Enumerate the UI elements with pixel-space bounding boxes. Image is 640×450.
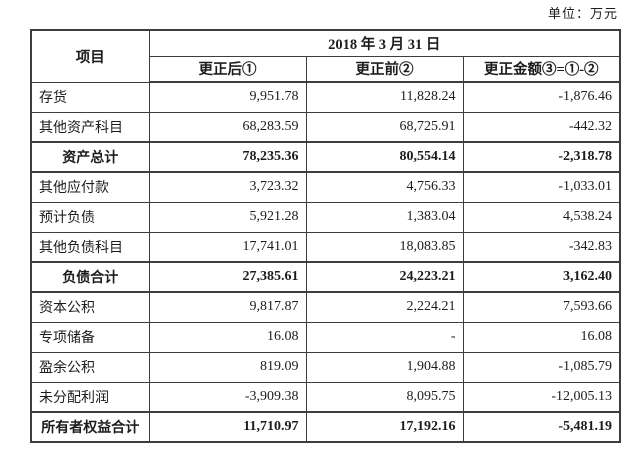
row-label: 存货 (30, 81, 150, 113)
value-after: 16.08 (148, 321, 307, 353)
header-correction-amount: 更正金额③=①-② (462, 55, 621, 83)
unit-label: 单位：万元 (547, 6, 618, 21)
value-before: 4,756.33 (305, 171, 464, 203)
value-after: 3,723.32 (148, 171, 307, 203)
row-label: 未分配利润 (30, 381, 150, 413)
header-row-date: 项目 2018 年 3 月 31 日 (30, 29, 621, 83)
value-after: 68,283.59 (148, 111, 307, 143)
value-before: 2,224.21 (305, 291, 464, 323)
row-label: 预计负债 (30, 201, 150, 233)
table-row-other-liabilities: 其他负债科目 17,741.01 18,083.85 -342.83 (30, 231, 621, 263)
value-after: 17,741.01 (148, 231, 307, 263)
value-diff: -1,033.01 (462, 171, 621, 203)
table-row-total-assets: 资产总计 78,235.36 80,554.14 -2,318.78 (30, 141, 621, 173)
value-before: 68,725.91 (305, 111, 464, 143)
value-diff: 16.08 (462, 321, 621, 353)
value-after: 78,235.36 (148, 141, 307, 173)
value-before: 11,828.24 (305, 81, 464, 113)
table-row-total-liabilities: 负债合计 27,385.61 24,223.21 3,162.40 (30, 261, 621, 293)
row-label: 其他应付款 (30, 171, 150, 203)
table-row-inventory: 存货 9,951.78 11,828.24 -1,876.46 (30, 81, 621, 113)
header-date: 2018 年 3 月 31 日 (148, 29, 621, 57)
row-label: 所有者权益合计 (30, 411, 150, 443)
value-diff: -12,005.13 (462, 381, 621, 413)
row-label: 资产总计 (30, 141, 150, 173)
header-row-subcolumns: 更正后① 更正前② 更正金额③=①-② (31, 55, 621, 83)
value-before: 1,383.04 (305, 201, 464, 233)
table-row-estimated-liabilities: 预计负债 5,921.28 1,383.04 4,538.24 (30, 201, 621, 233)
value-diff: -1,876.46 (462, 81, 621, 113)
value-after: 9,951.78 (148, 81, 307, 113)
row-label: 资本公积 (30, 291, 150, 323)
row-label: 专项储备 (30, 321, 150, 353)
value-after: 9,817.87 (148, 291, 307, 323)
table-row-other-assets: 其他资产科目 68,283.59 68,725.91 -442.32 (30, 111, 621, 143)
table-row-special-reserve: 专项储备 16.08 - 16.08 (30, 321, 621, 353)
value-diff: 4,538.24 (462, 201, 621, 233)
row-label: 其他资产科目 (30, 111, 150, 143)
header-item-column: 项目 (30, 29, 150, 83)
value-after: 27,385.61 (148, 261, 307, 293)
value-after: 819.09 (148, 351, 307, 383)
value-diff: -342.83 (462, 231, 621, 263)
row-label: 负债合计 (30, 261, 150, 293)
value-diff: -442.32 (462, 111, 621, 143)
value-diff: 7,593.66 (462, 291, 621, 323)
table-row-other-payables: 其他应付款 3,723.32 4,756.33 -1,033.01 (30, 171, 621, 203)
value-before: 18,083.85 (305, 231, 464, 263)
value-before: 17,192.16 (305, 411, 464, 443)
value-before: 24,223.21 (305, 261, 464, 293)
row-label: 盈余公积 (30, 351, 150, 383)
value-before: - (305, 321, 464, 353)
value-diff: -2,318.78 (462, 141, 621, 173)
row-label: 其他负债科目 (30, 231, 150, 263)
table-row-capital-reserve: 资本公积 9,817.87 2,224.21 7,593.66 (30, 291, 621, 323)
table-row-surplus-reserve: 盈余公积 819.09 1,904.88 -1,085.79 (30, 351, 621, 383)
value-after: 5,921.28 (148, 201, 307, 233)
value-after: -3,909.38 (148, 381, 307, 413)
value-diff: -5,481.19 (462, 411, 621, 443)
header-after-correction: 更正后① (148, 55, 307, 83)
value-before: 80,554.14 (305, 141, 464, 173)
value-before: 1,904.88 (305, 351, 464, 383)
value-before: 8,095.75 (305, 381, 464, 413)
value-diff: -1,085.79 (462, 351, 621, 383)
table-row-undistributed-profit: 未分配利润 -3,909.38 8,095.75 -12,005.13 (30, 381, 621, 413)
header-before-correction: 更正前② (305, 55, 464, 83)
table-row-total-owners-equity: 所有者权益合计 11,710.97 17,192.16 -5,481.19 (30, 411, 621, 443)
value-diff: 3,162.40 (462, 261, 621, 293)
correction-comparison-table: 项目 2018 年 3 月 31 日 更正后① 更正前② 更正金额③=①-② 存… (30, 29, 621, 443)
value-after: 11,710.97 (148, 411, 307, 443)
